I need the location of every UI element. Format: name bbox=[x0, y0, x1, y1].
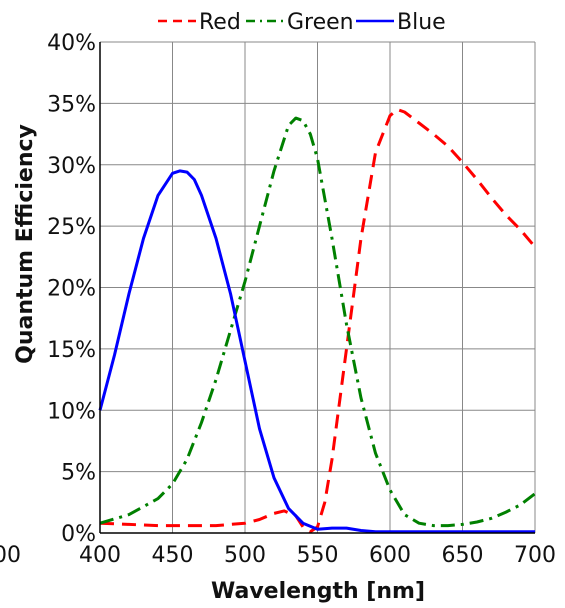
y-tick-label: 10% bbox=[47, 399, 96, 424]
legend: Red Green Blue bbox=[158, 10, 446, 35]
axes bbox=[99, 42, 535, 534]
tick-labels: 400 450 500 550 600 650 700 300 0% 5% 10% 15% 20% 25%… bbox=[0, 31, 556, 568]
y-tick-label: 40% bbox=[47, 31, 96, 56]
x-tick-label: 550 bbox=[297, 543, 339, 568]
x-tick-label: 450 bbox=[152, 543, 194, 568]
x-tick-label: 600 bbox=[369, 543, 411, 568]
y-tick-label: 5% bbox=[61, 461, 96, 486]
series-line-green bbox=[99, 116, 536, 528]
series-line-blue bbox=[98, 169, 535, 534]
y-tick-label: 20% bbox=[47, 277, 96, 302]
y-tick-label: 30% bbox=[47, 154, 96, 179]
series-lines bbox=[98, 108, 537, 534]
y-tick-label: 35% bbox=[47, 92, 96, 117]
series-line-red bbox=[99, 108, 537, 534]
y-tick-label: 15% bbox=[47, 338, 96, 363]
x-tick-label: 650 bbox=[442, 543, 484, 568]
x-tick-label: 500 bbox=[224, 543, 266, 568]
y-axis-label: Quantum Efficiency bbox=[13, 124, 38, 364]
legend-label-red: Red bbox=[199, 10, 241, 35]
y-tick-label: 0% bbox=[61, 522, 96, 547]
y-tick-label: 25% bbox=[47, 215, 96, 240]
legend-label-green: Green bbox=[287, 10, 354, 35]
grid-lines bbox=[99, 41, 536, 534]
x-axis-label: Wavelength [nm] bbox=[211, 579, 425, 604]
x-tick-label-clipped: 300 bbox=[0, 543, 21, 568]
x-tick-label: 400 bbox=[79, 543, 121, 568]
legend-label-blue: Blue bbox=[397, 10, 446, 35]
x-tick-label: 700 bbox=[514, 543, 556, 568]
